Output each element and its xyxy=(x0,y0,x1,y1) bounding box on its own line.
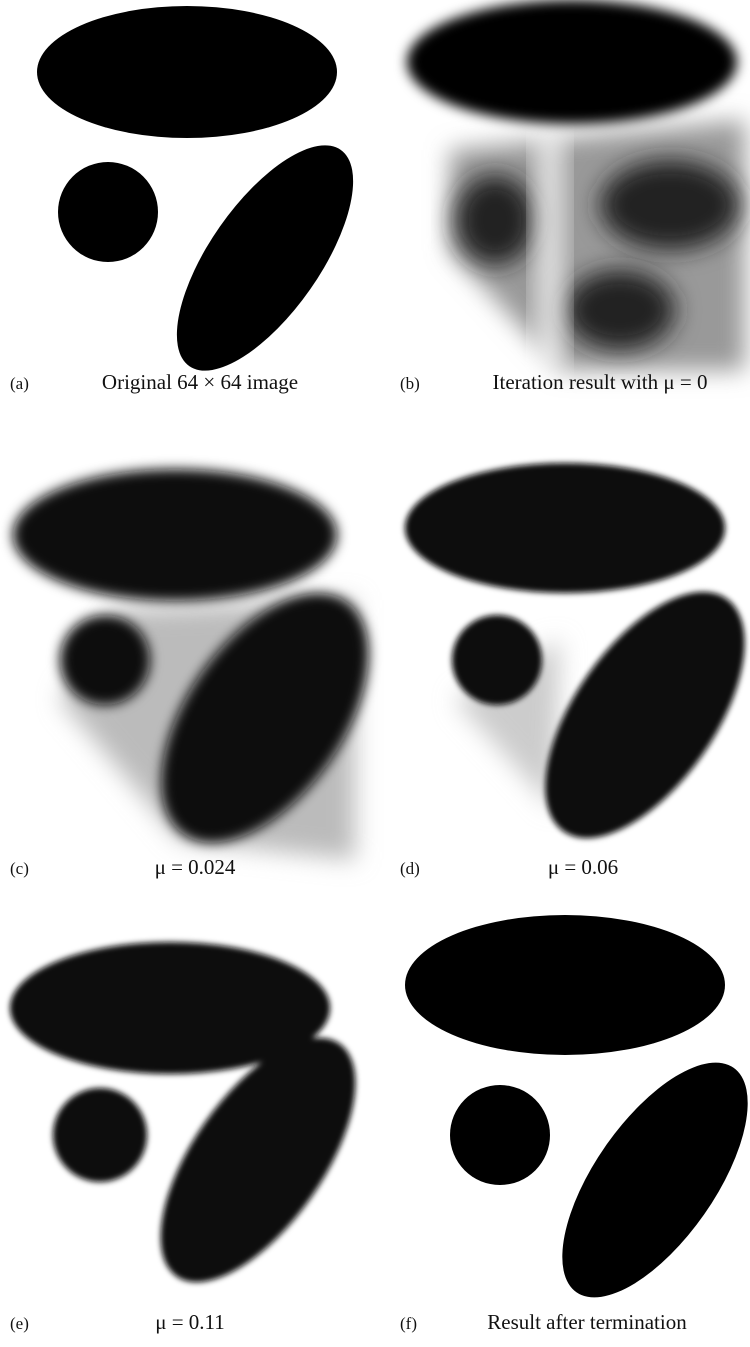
panel-label: (a) xyxy=(10,374,29,393)
panel-e-image xyxy=(10,942,356,1283)
panel-c-image xyxy=(13,469,369,860)
panel-label: (c) xyxy=(10,859,29,878)
panel-caption: Iteration result with μ = 0 xyxy=(493,370,708,394)
panel-b-image xyxy=(407,0,745,370)
panel-caption: Result after termination xyxy=(487,1310,687,1334)
panel-d-image xyxy=(405,463,745,839)
panel-a-image xyxy=(37,6,354,371)
panel-label: (b) xyxy=(400,374,420,393)
panel-caption: μ = 0.06 xyxy=(548,855,618,879)
panel-caption: μ = 0.11 xyxy=(155,1310,225,1334)
panel-label: (f) xyxy=(400,1314,417,1333)
panel-f-image xyxy=(405,915,748,1298)
panel-caption: Original 64 × 64 image xyxy=(102,370,298,394)
panel-label: (d) xyxy=(400,859,420,878)
panel-caption: μ = 0.024 xyxy=(155,855,236,879)
panel-label: (e) xyxy=(10,1314,29,1333)
